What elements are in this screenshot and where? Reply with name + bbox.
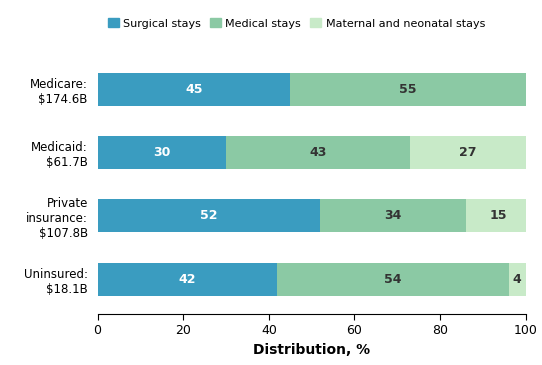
Text: 15: 15 [489, 210, 507, 222]
Bar [320, 200, 466, 233]
Text: 27: 27 [459, 146, 476, 159]
Bar [98, 73, 291, 106]
Bar [278, 263, 508, 296]
Text: 4: 4 [513, 273, 521, 286]
Bar [508, 263, 526, 296]
Bar [466, 200, 530, 233]
Bar [291, 73, 526, 106]
Text: 34: 34 [384, 210, 402, 222]
Legend: Surgical stays, Medical stays, Maternal and neonatal stays: Surgical stays, Medical stays, Maternal … [103, 14, 489, 33]
X-axis label: Distribution, %: Distribution, % [253, 343, 370, 357]
Text: 45: 45 [185, 83, 203, 96]
Bar [98, 263, 278, 296]
Bar [410, 136, 526, 169]
Bar [226, 136, 410, 169]
Text: 52: 52 [200, 210, 218, 222]
Text: 43: 43 [309, 146, 327, 159]
Bar [98, 200, 320, 233]
Bar [98, 136, 226, 169]
Text: 42: 42 [179, 273, 196, 286]
Text: 30: 30 [153, 146, 171, 159]
Text: 55: 55 [399, 83, 417, 96]
Text: 54: 54 [384, 273, 402, 286]
